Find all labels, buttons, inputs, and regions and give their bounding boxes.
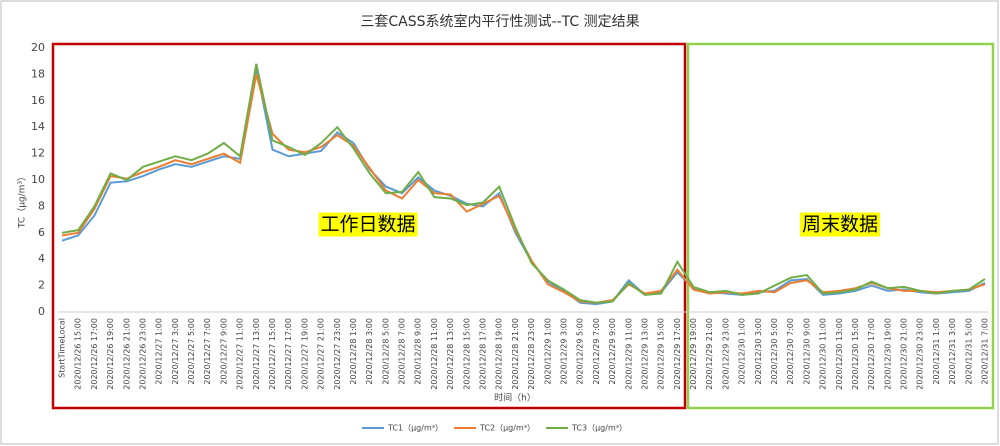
x-tick-label: 2020/12/30 9:00 [802,318,811,385]
x-tick-label: 2020/12/29 7:00 [592,318,601,385]
legend-label: TC3（μg/m³） [571,424,627,433]
weekend-box [686,42,995,410]
x-tick-label: 2020/12/28 15:00 [462,318,471,390]
x-tick-label: 2020/12/30 13:00 [835,318,844,390]
annotation-bg [318,212,418,237]
x-tick-label: 2020/12/30 11:00 [819,318,828,390]
y-axis-label: TC（μg/m³） [17,172,28,229]
x-tick-label: 2020/12/31 5:00 [964,318,973,385]
x-tick-label: 2020/12/28 23:00 [527,318,536,390]
x-tick-label: 2020/12/28 3:00 [365,318,374,385]
x-tick-label: 2020/12/30 7:00 [786,318,795,385]
x-tick-label: 2020/12/29 17:00 [673,318,682,390]
x-tick-label: 2020/12/29 19:00 [689,318,698,390]
x-tick-label: 2020/12/27 1:00 [155,318,164,385]
x-tick-label: 2020/12/27 13:00 [252,318,261,390]
x-tick-label: 2020/12/26 17:00 [90,318,99,390]
y-tick-label: 0 [38,305,45,318]
x-tick-label: 2020/12/27 5:00 [187,318,196,385]
x-tick-label: 2020/12/29 11:00 [624,318,633,390]
y-tick-label: 18 [31,67,45,80]
x-tick-label: 2020/12/29 5:00 [576,318,585,385]
x-tick-label: 2020/12/28 11:00 [430,318,439,390]
x-tick-label: 2020/12/29 21:00 [705,318,714,390]
x-tick-label: 2020/12/27 19:00 [300,318,309,390]
x-tick-label: 2020/12/26 23:00 [138,318,147,390]
x-tick-label: 2020/12/27 15:00 [268,318,277,390]
x-tick-label: 2020/12/28 21:00 [511,318,520,390]
x-tick-label: 2020/12/26 15:00 [74,318,83,390]
x-tick-label: 2020/12/31 3:00 [948,318,957,385]
x-tick-label: 2020/12/30 21:00 [900,318,909,390]
y-tick-label: 6 [38,226,45,239]
annotation: 周末数据 [802,214,878,236]
x-tick-label: 2020/12/28 17:00 [479,318,488,390]
x-tick-label: 2020/12/30 17:00 [867,318,876,390]
x-tick-label: 2020/12/30 15:00 [851,318,860,390]
x-tick-label: 2020/12/27 7:00 [203,318,212,385]
x-tick-label: 2020/12/27 23:00 [333,318,342,390]
legend-label: TC1（μg/m³） [387,424,443,433]
x-tick-label: 2020/12/28 13:00 [446,318,455,390]
x-tick-label: 2020/12/29 9:00 [608,318,617,385]
x-tick-label: 2020/12/29 1:00 [543,318,552,385]
x-axis-label: 时间（h） [494,392,536,404]
y-tick-label: 20 [31,41,45,54]
x-tick-label: 2020/12/31 1:00 [932,318,941,385]
x-tick-label: 2020/12/27 17:00 [284,318,293,390]
x-tick-label: 2020/12/28 1:00 [349,318,358,385]
x-tick-label: 2020/12/30 3:00 [754,318,763,385]
x-tick-label: 2020/12/27 21:00 [317,318,326,390]
x-tick-label: 2020/12/28 7:00 [398,318,407,385]
x-tick-label: 2020/12/27 9:00 [219,318,228,385]
x-tick-label: 2020/12/26 19:00 [106,318,115,390]
x-tick-label: 2020/12/30 1:00 [738,318,747,385]
x-tick-label: 2020/12/29 23:00 [721,318,730,390]
annotation: 工作日数据 [320,214,415,236]
x-tick-label: 2020/12/28 19:00 [495,318,504,390]
chart-title: 三套CASS系统室内平行性测试--TC 测定结果 [360,13,639,30]
series-line [61,63,986,304]
y-tick-label: 2 [38,279,45,292]
legend-label: TC2（μg/m³） [479,424,535,433]
x-tick-label: 2020/12/27 3:00 [171,318,180,385]
x-tick-label: 2020/12/27 11:00 [236,318,245,390]
x-tick-label: StartTimeLocal [58,318,67,378]
weekday-box [51,42,687,410]
y-tick-label: 16 [31,94,45,107]
annotation-bg [799,212,881,237]
x-tick-label: 2020/12/30 23:00 [916,318,925,390]
x-tick-label: 2020/12/26 21:00 [122,318,131,390]
y-tick-label: 8 [38,199,45,212]
x-tick-label: 2020/12/30 19:00 [883,318,892,390]
x-tick-label: 2020/12/29 15:00 [657,318,666,390]
x-tick-label: 2020/12/29 3:00 [559,318,568,385]
x-tick-label: 2020/12/29 13:00 [640,318,649,390]
x-tick-label: 2020/12/28 9:00 [414,318,423,385]
y-tick-label: 12 [31,147,45,160]
y-tick-label: 10 [31,173,45,186]
x-tick-label: 2020/12/28 5:00 [381,318,390,385]
x-tick-label: 2020/12/31 7:00 [981,318,990,385]
y-tick-label: 14 [31,120,45,133]
y-tick-label: 4 [38,252,45,265]
x-tick-label: 2020/12/30 5:00 [770,318,779,385]
